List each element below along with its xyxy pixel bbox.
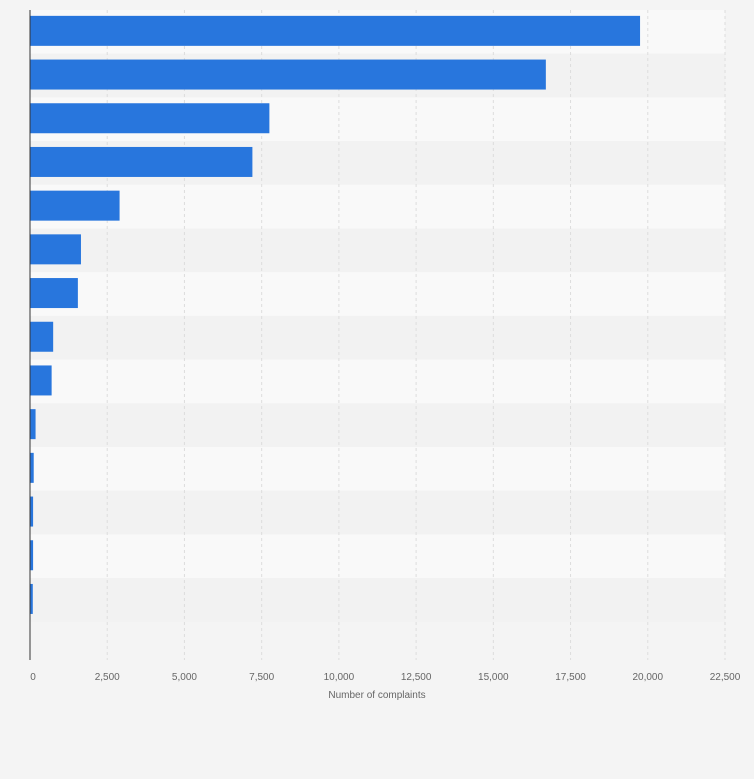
row-band — [30, 534, 725, 579]
bar — [30, 452, 34, 483]
x-tick-label: 10,000 — [324, 672, 355, 683]
x-tick-label: 7,500 — [249, 672, 274, 683]
bar — [30, 190, 120, 221]
x-tick-label: 17,500 — [555, 672, 586, 683]
x-tick-labels: 0 2,500 5,000 7,500 10,000 12,500 15,000 17,500… — [30, 672, 741, 683]
row-bands — [30, 10, 725, 622]
row-band — [30, 184, 725, 229]
x-axis-title: Number of complaints — [328, 690, 425, 701]
bar — [30, 234, 81, 265]
bar — [30, 496, 34, 527]
x-tick-label: 5,000 — [172, 672, 197, 683]
bar — [30, 409, 36, 440]
grid-lines — [106, 10, 726, 660]
bar — [30, 321, 54, 352]
row-band — [30, 272, 725, 316]
bars — [30, 15, 641, 614]
bar — [30, 278, 78, 309]
bar — [30, 146, 253, 177]
bar — [30, 15, 641, 46]
row-band — [30, 578, 725, 622]
row-band — [30, 315, 725, 360]
row-band — [30, 228, 725, 273]
row-band — [30, 490, 725, 535]
x-tick-label: 22,500 — [710, 672, 741, 683]
x-tick-label: 12,500 — [401, 672, 432, 683]
bar — [30, 583, 33, 614]
row-band — [30, 403, 725, 447]
x-tick-label: 2,500 — [95, 672, 120, 683]
x-tick-label: 15,000 — [478, 672, 509, 683]
x-tick-label: 0 — [30, 672, 36, 683]
row-band — [30, 447, 725, 491]
row-band — [30, 359, 725, 404]
bar — [30, 540, 34, 571]
bar — [30, 59, 546, 90]
x-tick-label: 20,000 — [632, 672, 663, 683]
bar — [30, 103, 270, 134]
bar — [30, 365, 52, 396]
